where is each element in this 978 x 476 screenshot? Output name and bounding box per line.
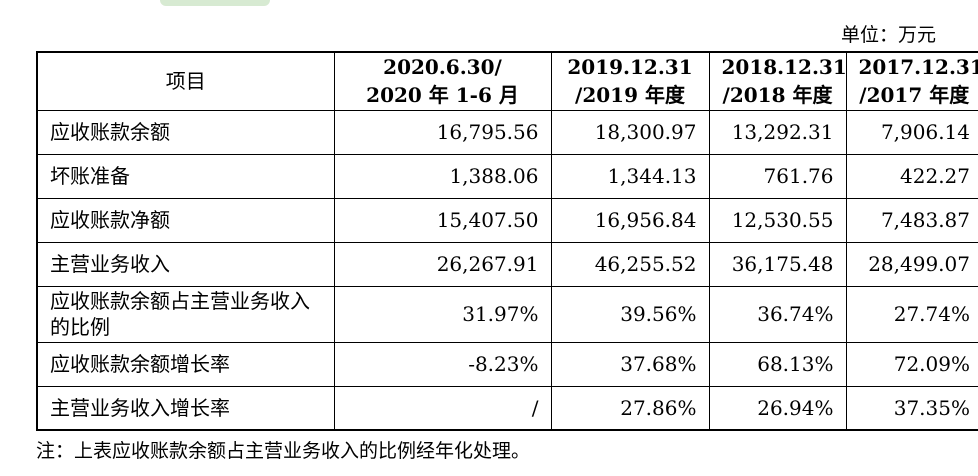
table-row: 坏账准备 1,388.06 1,344.13 761.76 422.27 xyxy=(36,153,978,199)
table-row: 应收账款余额增长率 -8.23% 37.68% 68.13% 72.09% xyxy=(36,341,978,387)
cell-value: 72.09% xyxy=(845,341,978,387)
header-col-2017: 2017.12.31 /2017 年度 xyxy=(845,51,978,111)
cell-value: / xyxy=(333,385,552,431)
unit-label: 单位：万元 xyxy=(840,24,936,46)
top-cropped-highlight xyxy=(160,0,270,6)
header-col-2019-text: 2019.12.31 /2019 年度 xyxy=(567,55,693,108)
cell-value: 27.74% xyxy=(845,285,978,343)
cell-value: 36.74% xyxy=(708,285,847,343)
cell-value: 422.27 xyxy=(845,153,978,199)
cell-value: 26.94% xyxy=(708,385,847,431)
header-col-2018-text: 2018.12.31 /2018 年度 xyxy=(721,55,846,108)
row-label: 应收账款余额 xyxy=(36,109,335,155)
header-col-2019: 2019.12.31 /2019 年度 xyxy=(550,51,710,111)
cell-value: 18,300.97 xyxy=(550,109,710,155)
table-footnote: 注：上表应收账款余额占主营业务收入的比例经年化处理。 xyxy=(36,440,531,462)
row-label: 主营业务收入 xyxy=(36,241,335,287)
cell-value: 36,175.48 xyxy=(708,241,847,287)
header-item: 项目 xyxy=(36,51,335,111)
row-label: 应收账款余额增长率 xyxy=(36,341,335,387)
cell-value: 68.13% xyxy=(708,341,847,387)
cell-value: 37.35% xyxy=(845,385,978,431)
cell-value: 761.76 xyxy=(708,153,847,199)
cell-value: 7,483.87 xyxy=(845,197,978,243)
cell-value: 39.56% xyxy=(550,285,710,343)
cell-value: 12,530.55 xyxy=(708,197,847,243)
table-row: 应收账款净额 15,407.50 16,956.84 12,530.55 7,4… xyxy=(36,197,978,243)
cell-value: 26,267.91 xyxy=(333,241,552,287)
header-col-2018: 2018.12.31 /2018 年度 xyxy=(708,51,847,111)
row-label: 坏账准备 xyxy=(36,153,335,199)
cell-value: -8.23% xyxy=(333,341,552,387)
cell-value: 27.86% xyxy=(550,385,710,431)
table-row: 应收账款余额 16,795.56 18,300.97 13,292.31 7,9… xyxy=(36,109,978,155)
cell-value: 16,956.84 xyxy=(550,197,710,243)
row-label: 应收账款余额占主营业务收入的比例 xyxy=(36,285,335,343)
cell-value: 1,388.06 xyxy=(333,153,552,199)
header-col-2020h1: 2020.6.30/ 2020 年 1-6 月 xyxy=(333,51,552,111)
financial-table: 项目 2020.6.30/ 2020 年 1-6 月 2019.12.31 /2… xyxy=(36,51,978,431)
cell-value: 31.97% xyxy=(333,285,552,343)
header-col-2020h1-text: 2020.6.30/ 2020 年 1-6 月 xyxy=(366,55,519,108)
table-row: 主营业务收入 26,267.91 46,255.52 36,175.48 28,… xyxy=(36,241,978,287)
cell-value: 13,292.31 xyxy=(708,109,847,155)
row-label: 应收账款净额 xyxy=(36,197,335,243)
header-col-2017-text: 2017.12.31 /2017 年度 xyxy=(858,55,978,108)
table-row: 应收账款余额占主营业务收入的比例 31.97% 39.56% 36.74% 27… xyxy=(36,285,978,343)
cell-value: 46,255.52 xyxy=(550,241,710,287)
cell-value: 15,407.50 xyxy=(333,197,552,243)
cell-value: 1,344.13 xyxy=(550,153,710,199)
table-row: 主营业务收入增长率 / 27.86% 26.94% 37.35% xyxy=(36,385,978,431)
table-header-row: 项目 2020.6.30/ 2020 年 1-6 月 2019.12.31 /2… xyxy=(36,51,978,111)
row-label: 主营业务收入增长率 xyxy=(36,385,335,431)
cell-value: 7,906.14 xyxy=(845,109,978,155)
cell-value: 16,795.56 xyxy=(333,109,552,155)
cell-value: 28,499.07 xyxy=(845,241,978,287)
cell-value: 37.68% xyxy=(550,341,710,387)
